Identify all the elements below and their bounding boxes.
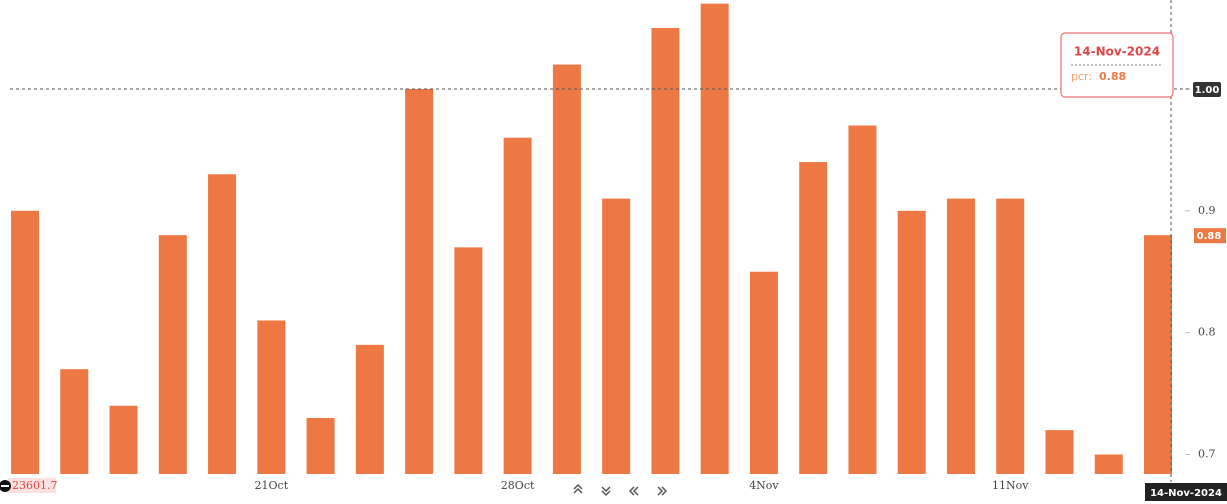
bar: [306, 417, 335, 474]
bar: [405, 88, 434, 474]
bar: [897, 210, 926, 474]
bar: [257, 320, 286, 474]
left-label-bg: [8, 478, 56, 493]
crosshair-y-tag: 1.00: [1195, 85, 1220, 96]
bar: [946, 198, 975, 474]
bar: [158, 235, 187, 474]
x-tick-label: 4Nov: [749, 479, 779, 492]
bar: [355, 344, 384, 474]
bar: [996, 198, 1025, 474]
bar: [651, 28, 680, 475]
tooltip-date: 14-Nov-2024: [1074, 45, 1160, 59]
bar: [1094, 454, 1123, 474]
bar: [749, 271, 778, 474]
tooltip-label: pcr:: [1071, 70, 1092, 83]
y-tick-label: 0.7: [1198, 448, 1216, 461]
collapse-icon-bar: [1, 485, 9, 487]
bar: [454, 247, 483, 474]
y-tick-label: 0.8: [1198, 326, 1216, 339]
last-value-tag-bg: [1194, 228, 1226, 244]
bar: [109, 405, 138, 474]
bar: [848, 125, 877, 475]
bar: [208, 174, 237, 475]
scroll-right[interactable]: [657, 486, 668, 496]
x-tick-label: 11Nov: [992, 479, 1029, 492]
last-value-tag: 0.88: [1197, 231, 1222, 242]
tooltip-value: 0.88: [1099, 70, 1126, 83]
bar: [60, 369, 89, 474]
crosshair-x-tag-bg: [1145, 483, 1227, 501]
bar: [700, 3, 729, 475]
crosshair-x-tag: 14-Nov-2024: [1150, 488, 1222, 499]
crosshair-y-tag-bg: [1193, 81, 1221, 97]
bar: [799, 162, 828, 474]
bar: [602, 198, 631, 474]
bar: [11, 210, 40, 474]
scroll-left[interactable]: [628, 486, 639, 496]
bar: [1144, 235, 1173, 474]
x-tick-label: 21Oct: [255, 479, 289, 492]
bar: [503, 137, 532, 474]
nav-buttons[interactable]: [573, 483, 668, 497]
scroll-down[interactable]: [601, 486, 611, 497]
bar: [1045, 430, 1074, 474]
x-tick-label: 28Oct: [501, 479, 535, 492]
bar: [552, 64, 581, 474]
scroll-up[interactable]: [573, 483, 583, 494]
y-tick-label: 0.9: [1198, 204, 1216, 217]
left-label: 23601.7: [12, 479, 58, 492]
